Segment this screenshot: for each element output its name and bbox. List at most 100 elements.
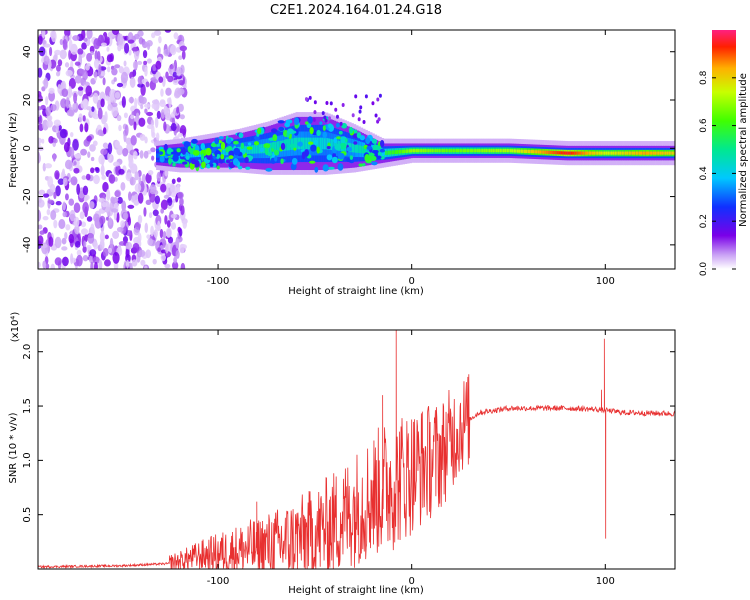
noise-blob xyxy=(177,226,182,233)
signal-blob xyxy=(316,146,320,154)
ridge-cell xyxy=(650,151,654,155)
signal-blob xyxy=(277,120,285,124)
ridge-cell xyxy=(445,149,448,153)
noise-blob xyxy=(62,177,68,187)
ridge-cell xyxy=(473,149,476,153)
signal-blob xyxy=(159,155,165,163)
ridge-cell xyxy=(431,149,434,153)
noise-blob xyxy=(151,131,156,139)
noise-blob xyxy=(82,185,89,196)
noise-blob xyxy=(164,112,172,121)
noise-blob xyxy=(111,102,118,108)
signal-blob xyxy=(326,145,331,150)
ridge-cell xyxy=(448,149,452,153)
ridge-cell xyxy=(671,151,675,155)
ridge-cell xyxy=(644,151,647,155)
ridge-cell xyxy=(178,152,181,159)
ridge-cell xyxy=(563,151,567,155)
noise-blob xyxy=(93,71,98,78)
signal-blob xyxy=(328,166,335,170)
noise-blob xyxy=(62,38,68,50)
noise-blob xyxy=(59,49,67,60)
noise-blob xyxy=(146,58,152,64)
noise-blob xyxy=(101,175,106,181)
noise-blob xyxy=(169,64,174,70)
ridge-cell xyxy=(304,137,307,150)
ridge-cell xyxy=(384,150,387,156)
ridge-cell xyxy=(295,137,298,150)
noise-blob xyxy=(116,226,124,233)
noise-blob xyxy=(129,76,136,88)
noise-blob xyxy=(82,70,88,81)
noise-blob xyxy=(130,114,135,120)
ridge-cell xyxy=(621,151,624,155)
signal-blob xyxy=(206,163,211,169)
ridge-cell xyxy=(638,151,641,155)
ridge-cell xyxy=(600,151,603,155)
spectrogram-frame xyxy=(37,29,676,270)
noise-blob xyxy=(160,88,164,97)
ridge-cell xyxy=(591,151,594,155)
noise-blob xyxy=(54,49,62,56)
ridge-cell xyxy=(251,145,255,154)
noise-blob xyxy=(134,171,140,181)
noise-blob xyxy=(80,228,89,235)
noise-blob xyxy=(61,246,68,251)
ridge-cell xyxy=(607,151,610,155)
ridge-cell xyxy=(640,151,643,155)
signal-blob xyxy=(216,154,221,159)
ridge-cell xyxy=(358,145,361,153)
noise-blob xyxy=(64,193,69,201)
ridge-cell xyxy=(440,149,443,153)
noise-blob xyxy=(124,42,130,54)
ridge-cell xyxy=(436,149,439,153)
noise-blob xyxy=(80,148,88,156)
ridge-cell xyxy=(285,139,288,151)
noise-blob xyxy=(85,85,93,97)
noise-blob xyxy=(135,112,140,119)
noise-blob xyxy=(130,135,137,146)
noise-blob xyxy=(176,177,182,183)
ridge-cell xyxy=(614,151,617,155)
ridge-cell xyxy=(610,151,614,155)
noise-blob xyxy=(144,222,149,234)
noise-blob xyxy=(124,124,129,136)
noise-blob xyxy=(153,30,162,36)
noise-blob xyxy=(159,228,164,239)
noise-blob xyxy=(117,44,122,52)
signal-blob xyxy=(364,154,370,163)
ridge-cell xyxy=(581,151,584,155)
ridge-cell xyxy=(635,151,638,155)
noise-blob xyxy=(102,142,109,149)
noise-blob xyxy=(114,140,121,149)
ridge-cell xyxy=(652,151,655,155)
ridge-cell xyxy=(616,151,619,155)
signal-blob xyxy=(374,113,378,118)
x-tick-label: 100 xyxy=(596,576,615,587)
signal-blob xyxy=(378,151,382,157)
signal-blob xyxy=(328,123,333,129)
noise-blob xyxy=(170,122,177,132)
noise-blob xyxy=(61,88,69,97)
signal-blob xyxy=(228,150,235,158)
ridge-cell xyxy=(661,151,664,155)
noise-blob xyxy=(38,137,42,144)
ridge-cell xyxy=(410,149,413,153)
noise-blob xyxy=(175,74,183,80)
ridge-cell xyxy=(333,139,337,151)
noise-blob xyxy=(153,229,158,238)
noise-blob xyxy=(70,176,78,186)
ridge-cell xyxy=(321,137,324,150)
ridge-cell xyxy=(359,145,363,154)
signal-blob xyxy=(267,152,273,157)
signal-blob xyxy=(376,97,380,102)
ridge-cell xyxy=(414,149,417,153)
noise-blob xyxy=(113,77,117,82)
ridge-cell xyxy=(630,151,633,155)
noise-blob xyxy=(42,39,47,45)
noise-blob xyxy=(76,249,82,256)
noise-blob xyxy=(131,110,138,116)
signal-blob xyxy=(335,122,340,128)
noise-blob xyxy=(72,103,77,110)
ridge-cell xyxy=(535,150,539,154)
